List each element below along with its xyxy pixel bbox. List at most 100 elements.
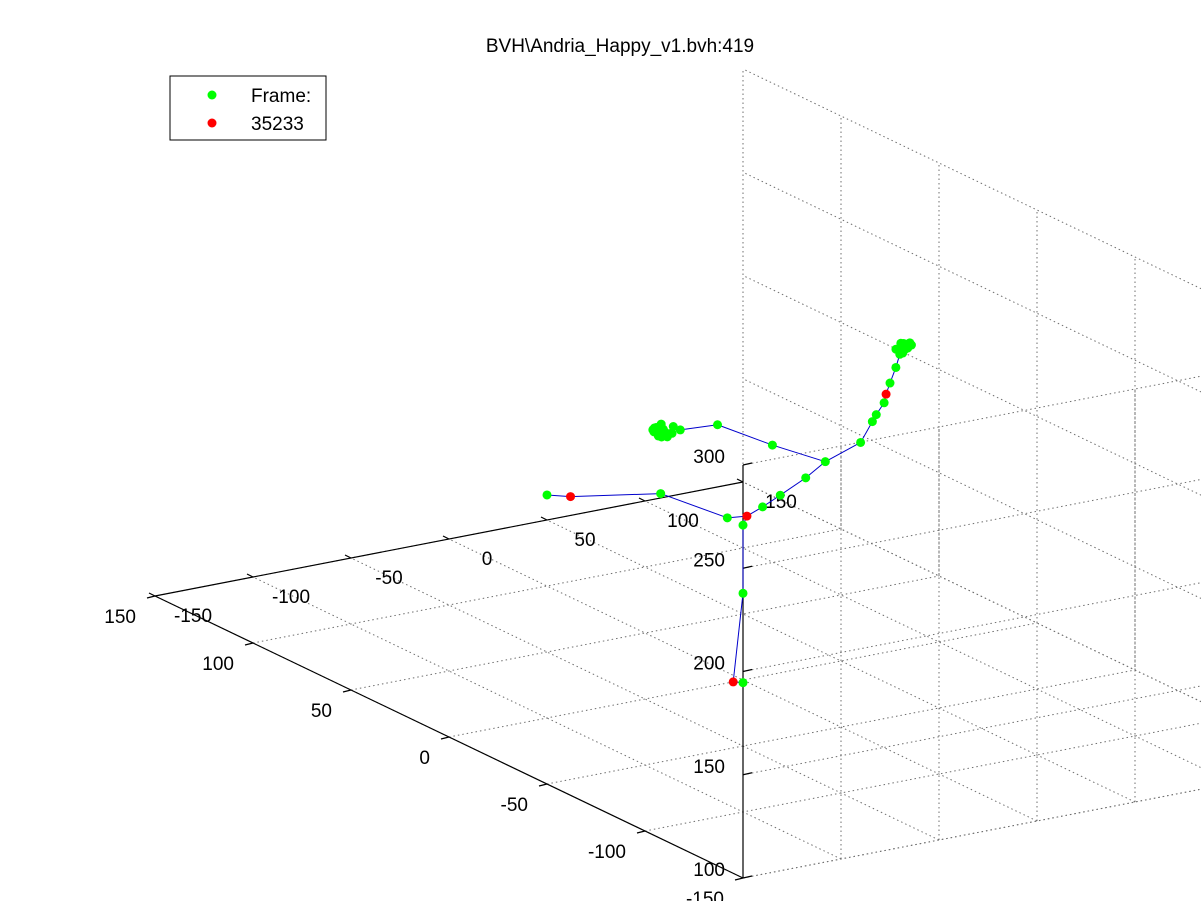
x-tick-mark	[540, 516, 548, 521]
skeleton-bone	[772, 444, 826, 463]
x-tick-label: 50	[574, 530, 595, 551]
joint-marker	[820, 457, 830, 467]
z-tick-label: 100	[693, 860, 725, 881]
y-tick-mark	[146, 595, 156, 599]
joint-marker	[742, 511, 752, 521]
joint-marker	[738, 588, 748, 598]
z-tick-mark	[742, 772, 753, 776]
x-tick-mark	[736, 478, 744, 483]
skeleton-bone	[825, 442, 861, 463]
y-tick-label: 50	[311, 701, 332, 722]
joint-marker	[722, 513, 732, 523]
legend-label-count: 35233	[251, 114, 304, 135]
back-wall-grid-line	[742, 478, 1201, 569]
floor-grid-line	[644, 500, 1201, 769]
cluster-marker	[896, 338, 906, 348]
x-tick-label: 0	[482, 549, 493, 570]
z-tick-label: 250	[693, 550, 725, 571]
joint-marker	[675, 425, 685, 435]
y-tick-mark	[244, 642, 254, 646]
x-tick-mark	[148, 592, 156, 597]
back-wall-grid-line	[742, 375, 1201, 466]
z-tick-label: 200	[693, 654, 725, 675]
y-tick-label: -100	[588, 842, 626, 863]
cluster-marker	[667, 428, 677, 438]
x-tick-label: -50	[375, 568, 402, 589]
y-tick-label: 100	[202, 654, 234, 675]
joint-marker	[801, 473, 811, 483]
back-wall-grid-line	[742, 582, 1201, 672]
floor-grid-line	[546, 669, 1136, 785]
y-tick-label: -50	[501, 795, 528, 816]
y-tick-label: -150	[686, 889, 724, 901]
joint-marker	[895, 349, 905, 359]
skeleton-bone	[779, 477, 807, 496]
joint-marker	[879, 398, 889, 408]
x-tick-label: 100	[667, 511, 699, 532]
z-tick-label: 300	[693, 447, 725, 468]
skeleton-bone	[660, 493, 728, 519]
skeleton-bone	[570, 493, 661, 498]
tick-labels: 100 150 200 250 300 -150 -100 -50 0 50 100 150 -150 -…	[104, 447, 797, 901]
skeleton-bone	[717, 424, 773, 446]
joint-marker	[656, 489, 666, 499]
skeleton-joints	[542, 338, 916, 688]
legend-label-frame: Frame:	[251, 86, 311, 107]
joint-marker	[713, 420, 723, 430]
z-tick-mark	[742, 875, 753, 879]
cluster-marker	[902, 342, 912, 352]
legend-marker-frame	[207, 90, 217, 100]
floor-grid-line	[350, 575, 940, 691]
x-tick-mark	[442, 535, 450, 540]
legend-box	[169, 75, 327, 141]
joint-marker	[728, 677, 738, 687]
joint-marker	[767, 440, 777, 450]
joint-marker	[891, 362, 901, 372]
cluster-marker	[668, 422, 678, 432]
z-tick-mark	[742, 462, 753, 466]
y-tick-mark	[636, 830, 646, 834]
joint-marker	[738, 520, 748, 530]
floor-grid-line	[448, 622, 1038, 738]
skeleton-bone	[680, 424, 718, 431]
back-wall-grid-line	[742, 685, 1201, 776]
x-tick-mark	[344, 554, 352, 559]
joint-marker	[856, 437, 866, 447]
floor-grid-line	[546, 519, 1136, 803]
joint-marker	[738, 678, 748, 688]
y-tick-mark	[342, 689, 352, 693]
x-tick-mark	[638, 497, 646, 502]
z-tick-mark	[742, 565, 753, 569]
y-tick-mark	[538, 783, 548, 787]
y-tick-label: 150	[104, 607, 136, 628]
x-tick-label: -150	[174, 606, 212, 627]
joint-marker	[885, 378, 895, 388]
joint-marker	[542, 490, 552, 500]
joint-marker	[566, 492, 576, 502]
z-tick-mark	[742, 668, 753, 673]
floor-grid-line	[448, 538, 1038, 822]
legend-marker-count	[207, 118, 217, 128]
z-tick-label: 150	[693, 757, 725, 778]
x-tick-mark	[246, 573, 254, 578]
floor-grid-line	[350, 557, 940, 841]
legend: Frame: 35233	[169, 75, 327, 141]
joint-marker	[871, 410, 881, 420]
joint-marker	[867, 417, 877, 427]
cluster-marker	[657, 432, 667, 442]
joint-marker	[881, 389, 891, 399]
back-wall-grid-line	[742, 788, 1201, 879]
joint-marker	[775, 490, 785, 500]
y-tick-mark	[734, 877, 744, 881]
y-tick-mark	[440, 736, 450, 740]
cluster-marker	[656, 419, 666, 429]
y-tick-label: 0	[419, 748, 430, 769]
skeleton-bone	[732, 593, 744, 682]
floor-grid-line	[252, 528, 842, 644]
chart-title: BVH\Andria_Happy_v1.bvh:419	[486, 36, 754, 57]
x-tick-label: 150	[765, 492, 797, 513]
joint-marker	[758, 502, 768, 512]
x-tick-label: -100	[272, 587, 310, 608]
